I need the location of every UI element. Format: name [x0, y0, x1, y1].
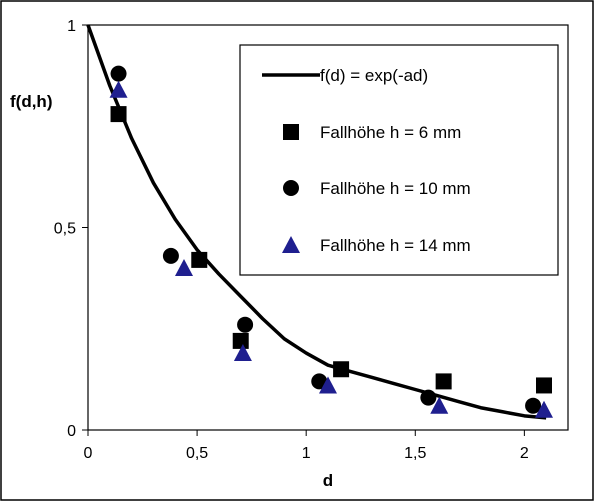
data-point-square	[191, 251, 208, 268]
x-tick-label: 0,5	[186, 445, 208, 462]
data-point-triangle	[109, 80, 128, 98]
y-axis-title: f(d,h)	[10, 92, 52, 111]
fit-curve-line	[86, 24, 547, 420]
x-tick-label: 1	[302, 445, 311, 462]
data-point-triangle	[175, 259, 193, 276]
y-tick-label: 0	[67, 423, 76, 440]
data-point-circle	[420, 389, 437, 406]
legend-label: Fallhöhe h = 6 mm	[320, 123, 461, 142]
data-point-triangle	[535, 400, 553, 418]
data-point-triangle	[233, 344, 252, 362]
data-point-circle	[237, 316, 254, 333]
x-tick-label: 1,5	[404, 445, 426, 462]
data-point-circle	[162, 247, 179, 264]
data-point-circle	[110, 65, 127, 82]
data-point-square	[110, 106, 127, 123]
data-point-square	[232, 332, 249, 349]
legend-swatch-square	[283, 124, 299, 140]
legend-label: Fallhöhe h = 10 mm	[320, 179, 471, 198]
legend-swatch-circle	[283, 180, 299, 196]
legend-swatch-triangle	[282, 236, 300, 253]
legend-label: f(d) = exp(-ad)	[320, 66, 428, 85]
x-tick-label: 0	[84, 445, 93, 462]
legend-label: Fallhöhe h = 14 mm	[320, 236, 471, 255]
x-tick-label: 2	[520, 445, 529, 462]
legend-box	[239, 44, 559, 276]
data-point-triangle	[430, 396, 449, 414]
x-axis-title: d	[323, 471, 333, 490]
data-point-circle	[525, 397, 542, 414]
data-point-square	[536, 377, 552, 394]
y-tick-label: 0,5	[54, 221, 76, 238]
data-point-square	[333, 361, 350, 378]
data-point-triangle	[319, 376, 337, 394]
y-tick-label: 1	[67, 18, 76, 35]
data-point-square	[435, 373, 452, 390]
